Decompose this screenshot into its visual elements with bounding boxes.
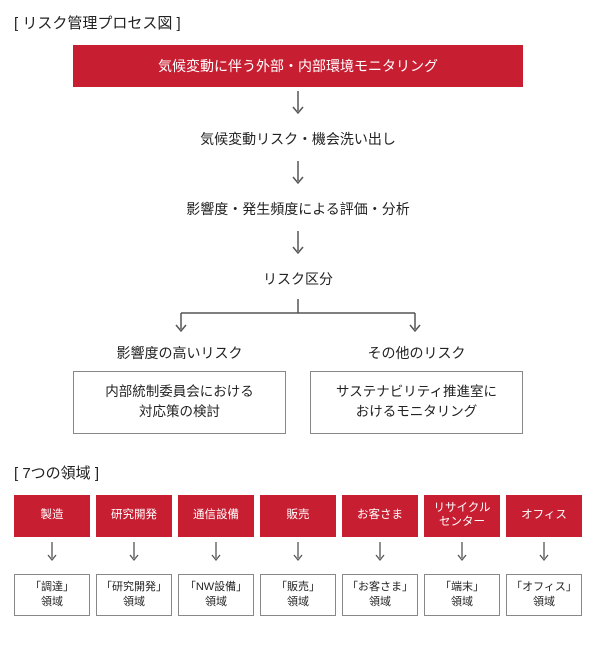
domain-top-3: 販売 xyxy=(260,495,336,537)
step-monitoring: 気候変動に伴う外部・内部環境モニタリング xyxy=(73,45,523,87)
branch-high-label: 影響度の高いリスク xyxy=(73,335,286,371)
domain-top-0: 製造 xyxy=(14,495,90,537)
domain-top-1: 研究開発 xyxy=(96,495,172,537)
arrow-down-icon xyxy=(73,231,523,257)
seven-domains: 製造「調達」領域研究開発「研究開発」領域通信設備「NW設備」領域販売「販売」領域… xyxy=(14,495,582,616)
arrow-down-icon xyxy=(372,542,388,569)
domain-bot-4: 「お客さま」領域 xyxy=(342,574,418,616)
domain-bot-3: 「販売」領域 xyxy=(260,574,336,616)
arrow-down-icon xyxy=(290,542,306,569)
section1-title: [ リスク管理プロセス図 ] xyxy=(14,12,582,33)
arrow-down-icon xyxy=(44,542,60,569)
arrow-down-icon xyxy=(208,542,224,569)
section2-title: [ 7つの領域 ] xyxy=(14,462,582,483)
arrow-down-icon xyxy=(454,542,470,569)
branch-high-box: 内部統制委員会における 対応策の検討 xyxy=(73,371,286,434)
domain-top-4: お客さま xyxy=(342,495,418,537)
domain-bot-2: 「NW設備」領域 xyxy=(178,574,254,616)
step-identify: 気候変動リスク・機会洗い出し xyxy=(73,121,523,157)
branch-other-label: その他のリスク xyxy=(310,335,523,371)
domain-top-2: 通信設備 xyxy=(178,495,254,537)
risk-flowchart: 気候変動に伴う外部・内部環境モニタリング 気候変動リスク・機会洗い出し 影響度・… xyxy=(73,45,523,434)
step-evaluate: 影響度・発生頻度による評価・分析 xyxy=(73,191,523,227)
domain-bot-6: 「オフィス」領域 xyxy=(506,574,582,616)
domain-bot-5: 「端末」領域 xyxy=(424,574,500,616)
domain-bot-1: 「研究開発」領域 xyxy=(96,574,172,616)
domain-bot-0: 「調達」領域 xyxy=(14,574,90,616)
arrow-down-icon xyxy=(126,542,142,569)
arrow-down-icon xyxy=(536,542,552,569)
arrow-down-icon xyxy=(73,91,523,117)
domain-top-6: オフィス xyxy=(506,495,582,537)
domain-top-5: リサイクル センター xyxy=(424,495,500,537)
split-connector xyxy=(73,299,523,335)
arrow-down-icon xyxy=(73,161,523,187)
branch-other-box: サステナビリティ推進室に おけるモニタリング xyxy=(310,371,523,434)
step-classify: リスク区分 xyxy=(73,261,523,297)
